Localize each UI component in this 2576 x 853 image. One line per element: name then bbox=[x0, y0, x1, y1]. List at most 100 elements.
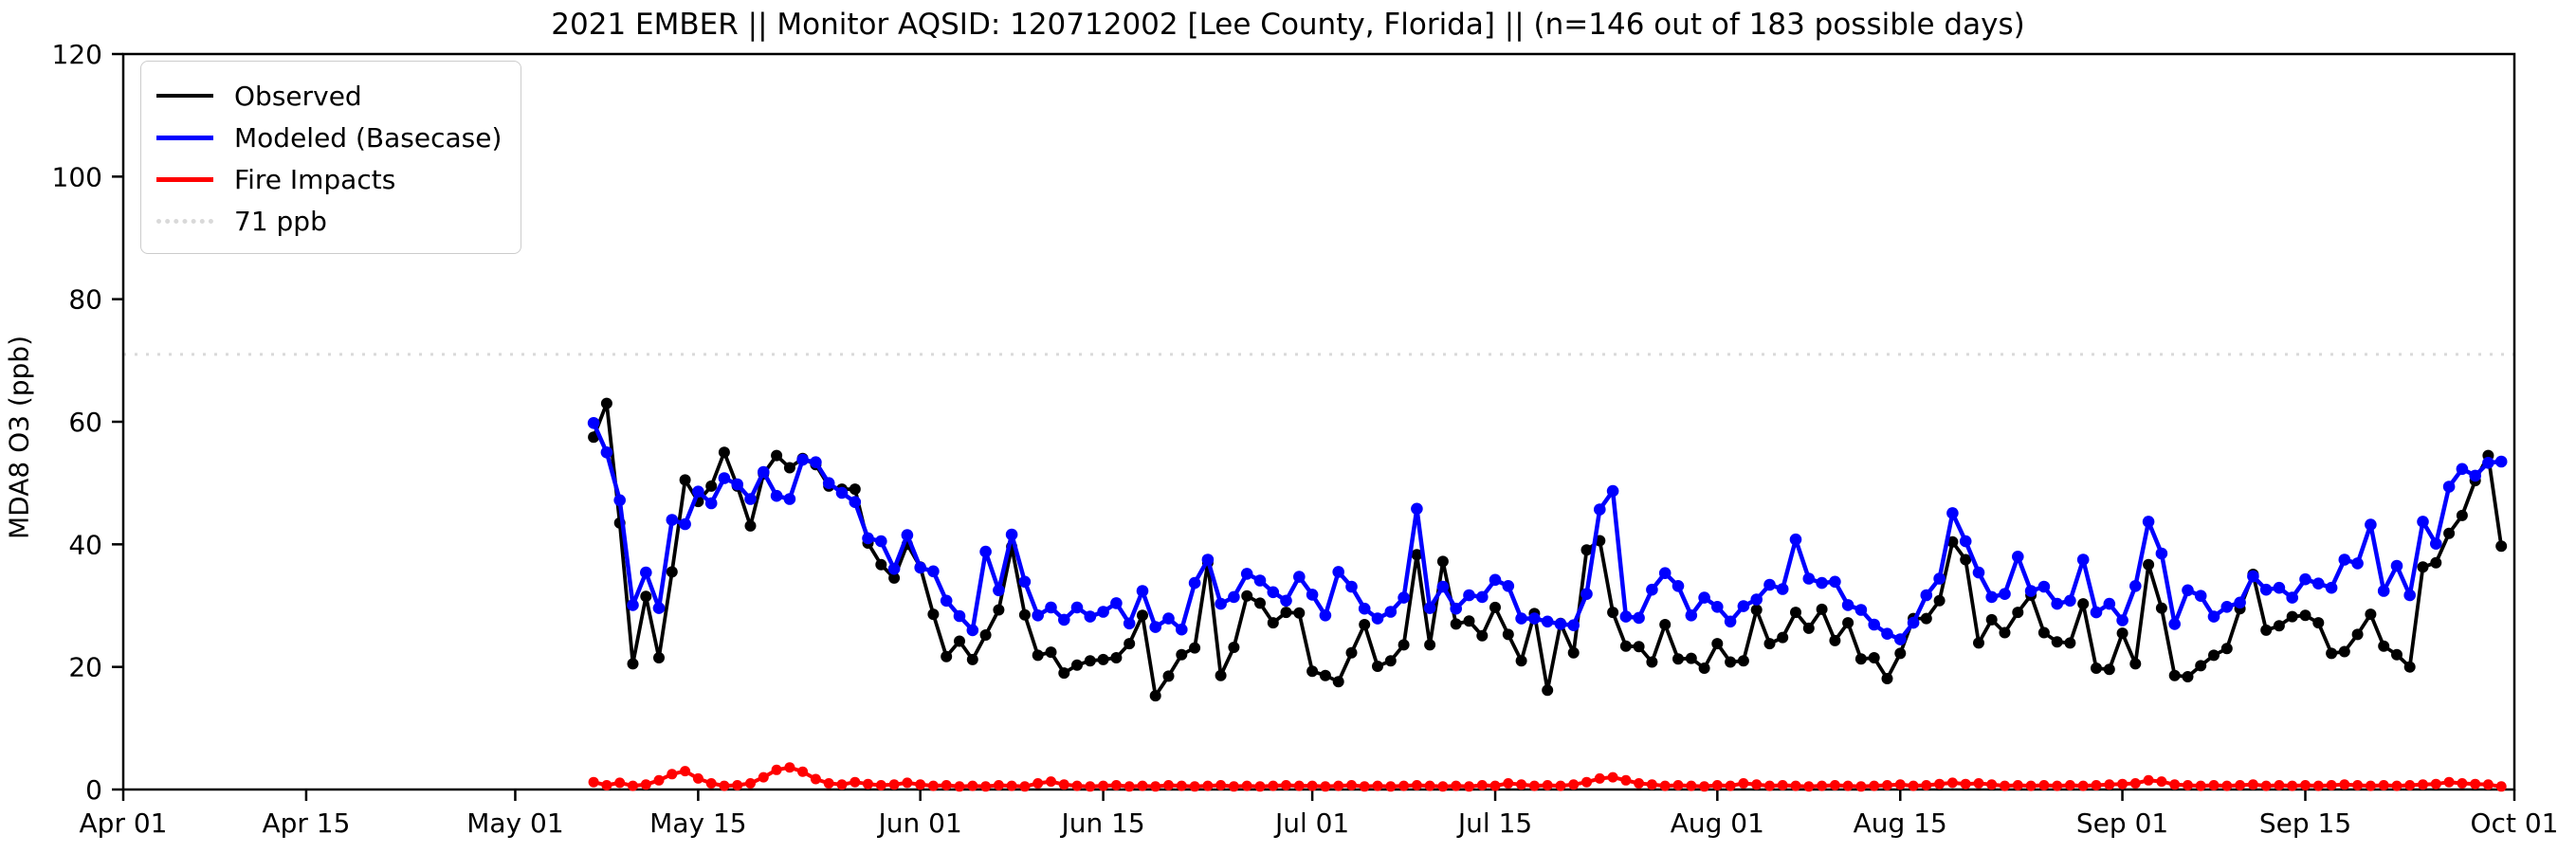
fire-impacts-series-marker bbox=[1346, 780, 1357, 790]
fire-impacts-series-marker bbox=[1124, 781, 1135, 792]
modeled-series-marker bbox=[796, 453, 809, 466]
observed-series-marker bbox=[1698, 662, 1710, 674]
fire-impacts-series-marker bbox=[784, 762, 795, 773]
fire-impacts-series-marker bbox=[1568, 779, 1580, 790]
modeled-series-marker bbox=[2012, 551, 2024, 563]
modeled-series-marker bbox=[1999, 588, 2011, 600]
modeled-series-marker bbox=[822, 477, 835, 489]
observed-series-marker bbox=[1241, 590, 1253, 602]
y-tick-label: 100 bbox=[52, 161, 102, 192]
modeled-series-marker bbox=[2037, 580, 2051, 593]
fire-impacts-series-marker bbox=[2156, 776, 2167, 788]
modeled-series-marker bbox=[835, 486, 849, 499]
observed-series-marker bbox=[1110, 652, 1123, 663]
observed-series-marker bbox=[1398, 639, 1410, 651]
observed-series-marker bbox=[1502, 628, 1514, 641]
fire-impacts-series-marker bbox=[2129, 778, 2141, 789]
fire-impacts-series-marker bbox=[797, 766, 809, 777]
modeled-series-marker bbox=[2365, 518, 2377, 531]
x-axis: Apr 01 Apr 15 May 01 May 15 Jun 01 Jun 15 Jul … bbox=[80, 789, 2558, 839]
fire-impacts-series-marker bbox=[1751, 779, 1763, 790]
legend: Observed Modeled (Basecase) Fire Impacts… bbox=[140, 61, 521, 254]
modeled-series-marker bbox=[2220, 601, 2234, 613]
modeled-series-marker bbox=[1737, 600, 1750, 612]
fire-impacts-series-marker bbox=[588, 776, 599, 788]
fire-impacts-series-marker bbox=[771, 764, 782, 775]
modeled-series-marker bbox=[1776, 583, 1789, 595]
observed-series-marker bbox=[1633, 641, 1645, 653]
modeled-series-marker bbox=[731, 478, 743, 491]
modeled-series-marker bbox=[1502, 580, 1515, 592]
x-tick-label: Jun 01 bbox=[877, 808, 962, 839]
modeled-series-marker bbox=[1789, 533, 1802, 546]
fire-impacts-series-marker bbox=[1411, 780, 1422, 790]
observed-series-marker bbox=[2260, 624, 2273, 636]
y-tick-label: 40 bbox=[68, 529, 102, 560]
observed-series-marker bbox=[2116, 627, 2128, 640]
observed-series-marker bbox=[1985, 613, 1998, 626]
legend-label-modeled: Modeled (Basecase) bbox=[234, 121, 502, 154]
x-tick-label: Jun 15 bbox=[1059, 808, 1144, 839]
modeled-series-marker bbox=[1580, 588, 1593, 600]
observed-series-marker bbox=[875, 558, 887, 571]
fire-impacts-series-marker bbox=[1372, 780, 1383, 791]
fire-impacts-series bbox=[588, 762, 2507, 792]
modeled-series-marker bbox=[2338, 554, 2351, 566]
fire-impacts-series-marker bbox=[1189, 781, 1200, 792]
modeled-series-marker bbox=[1829, 575, 1841, 589]
observed-series-marker bbox=[1737, 655, 1749, 667]
modeled-series-marker bbox=[1619, 610, 1633, 623]
observed-series-marker bbox=[705, 480, 718, 492]
observed-series-marker bbox=[2129, 658, 2142, 670]
modeled-series-marker bbox=[1972, 566, 1985, 579]
observed-series-marker bbox=[2220, 643, 2233, 655]
modeled-series-marker bbox=[1123, 617, 1136, 630]
fire-impacts-series-marker bbox=[1869, 780, 1880, 791]
fire-impacts-series-marker bbox=[863, 778, 873, 789]
y-axis: 0 20 40 60 80 100 120 bbox=[52, 39, 123, 806]
modeled-series-marker bbox=[2286, 591, 2298, 604]
observed-series-marker bbox=[1450, 618, 1462, 630]
modeled-series-marker bbox=[966, 624, 979, 637]
modeled-series-marker bbox=[692, 485, 704, 498]
modeled-series-marker bbox=[2168, 618, 2181, 630]
observed-series-marker bbox=[1045, 646, 1057, 659]
modeled-series-marker bbox=[1854, 604, 1868, 616]
fire-impacts-series-marker bbox=[2143, 774, 2154, 786]
fire-impacts-series-marker bbox=[1464, 781, 1474, 792]
observed-series-marker bbox=[1829, 634, 1841, 646]
observed-series-marker bbox=[1189, 642, 1201, 654]
fire-impacts-series-marker bbox=[745, 778, 756, 789]
fire-impacts-series-marker bbox=[1306, 780, 1318, 791]
x-tick-label: Sep 15 bbox=[2259, 808, 2351, 839]
observed-series-marker bbox=[2273, 620, 2285, 632]
fire-impacts-series-marker bbox=[823, 778, 834, 789]
modeled-series-marker bbox=[2090, 606, 2103, 619]
y-tick-label: 120 bbox=[52, 39, 102, 70]
observed-series-marker bbox=[1267, 617, 1279, 629]
y-tick-label: 80 bbox=[68, 284, 102, 316]
x-tick-label: Sep 01 bbox=[2076, 808, 2168, 839]
modeled-series-marker bbox=[1541, 615, 1554, 628]
x-tick-label: May 15 bbox=[649, 808, 746, 839]
modeled-series-marker bbox=[704, 497, 718, 510]
modeled-series-marker bbox=[2417, 516, 2429, 528]
observed-series-marker bbox=[1228, 642, 1240, 653]
observed-series-marker bbox=[1777, 631, 1789, 644]
modeled-series-marker bbox=[927, 565, 940, 578]
observed-series-marker bbox=[2299, 609, 2311, 622]
modeled-series-marker bbox=[1920, 589, 1933, 602]
modeled-series-marker bbox=[1881, 627, 1893, 640]
fire-impacts-series-marker bbox=[2274, 780, 2285, 790]
modeled-series-marker bbox=[1018, 575, 1032, 589]
modeled-series-marker bbox=[1293, 571, 1306, 583]
observed-series-marker bbox=[718, 446, 730, 459]
modeled-series-marker bbox=[1136, 585, 1149, 597]
fire-impacts-series-marker bbox=[1489, 780, 1501, 791]
fire-impacts-series-marker bbox=[640, 779, 651, 790]
observed-series-marker bbox=[1725, 656, 1737, 668]
modeled-series-marker bbox=[2155, 547, 2168, 560]
observed-series-marker bbox=[1999, 626, 2011, 639]
fire-impacts-series-marker bbox=[2077, 780, 2089, 791]
